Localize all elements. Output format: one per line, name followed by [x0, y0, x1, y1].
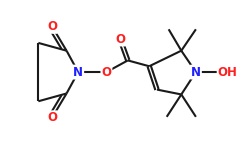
- Text: O: O: [47, 111, 57, 124]
- Text: N: N: [191, 66, 201, 79]
- Text: N: N: [73, 66, 83, 79]
- Text: O: O: [115, 33, 125, 45]
- Text: O: O: [47, 20, 57, 33]
- Text: O: O: [101, 66, 111, 79]
- Text: OH: OH: [217, 66, 237, 79]
